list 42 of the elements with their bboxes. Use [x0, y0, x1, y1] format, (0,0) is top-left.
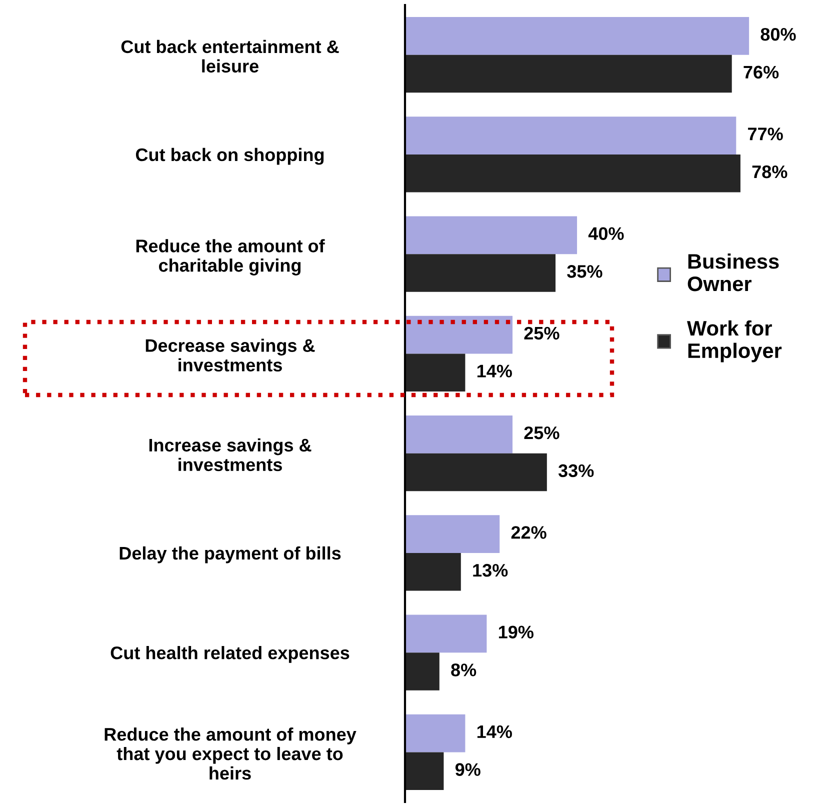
data-label: 80%	[760, 28, 796, 41]
legend-label: Work for Employer	[686, 320, 782, 362]
data-label: 25%	[524, 426, 560, 440]
bar	[405, 515, 500, 553]
y-tick-label: Delay the payment of bills	[120, 546, 341, 564]
y-tick-label: Increase savings & investments	[149, 438, 312, 472]
data-label: 9%	[455, 763, 480, 776]
data-label: 14%	[477, 725, 512, 738]
bar	[405, 652, 440, 690]
data-label: 14%	[477, 364, 512, 378]
bar	[405, 752, 444, 790]
bar	[405, 552, 461, 591]
data-label: 78%	[752, 165, 788, 178]
bar	[405, 254, 556, 292]
bar	[405, 614, 487, 653]
data-label: 33%	[558, 464, 594, 478]
bar	[405, 16, 750, 55]
data-label: 35%	[567, 265, 602, 278]
y-tick-label: Cut health related expenses	[110, 646, 350, 663]
bar	[405, 316, 513, 354]
data-label: 25%	[524, 326, 560, 340]
data-label: 22%	[511, 526, 546, 539]
bar	[405, 154, 740, 192]
y-tick-label: Decrease savings & investments	[146, 338, 315, 372]
bar	[405, 415, 513, 454]
data-label: 8%	[451, 664, 476, 676]
bar	[405, 216, 578, 254]
y-tick-label: Cut back entertainment & leisure	[121, 40, 339, 73]
data-label: 19%	[498, 626, 534, 638]
bar	[405, 116, 736, 154]
data-label: 76%	[744, 66, 779, 79]
legend-label: Business Owner	[688, 254, 779, 292]
data-label: 77%	[748, 128, 783, 140]
y-tick-label: Reduce the amount of money that you expect to leave to heirs	[104, 728, 356, 780]
data-label: 13%	[473, 564, 508, 577]
bar	[405, 714, 466, 752]
y-tick-label: Reduce the amount of charitable giving	[136, 239, 325, 276]
y-tick-label: Cut back on shopping	[136, 148, 324, 165]
bar	[405, 453, 547, 492]
bar	[405, 354, 466, 392]
bar	[405, 54, 732, 93]
data-label: 40%	[588, 227, 624, 240]
